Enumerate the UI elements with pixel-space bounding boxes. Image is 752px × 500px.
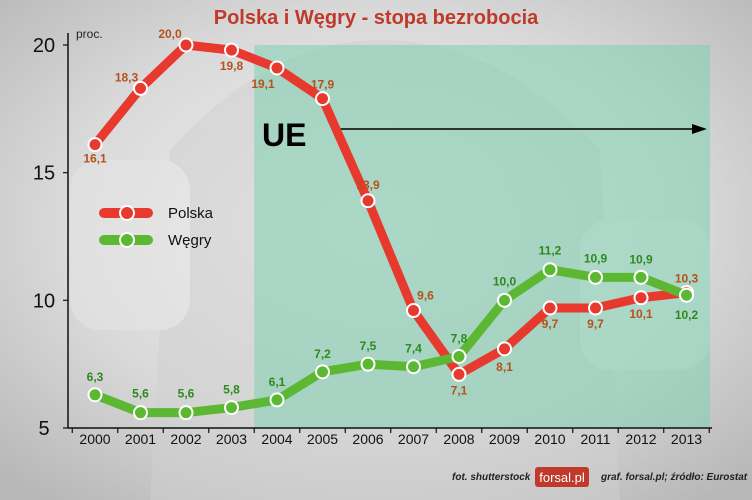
point-wegry bbox=[178, 405, 194, 421]
data-label-polska: 19,1 bbox=[251, 77, 275, 91]
axes: 5 10 15 20 2000 2001 2002 2003 2004 2005 2006 2007 2… bbox=[33, 33, 712, 447]
x-tick-label: 2012 bbox=[625, 431, 656, 447]
data-label-polska: 10,1 bbox=[629, 307, 653, 321]
y-tick-label: 10 bbox=[33, 290, 55, 312]
data-label-wegry: 6,3 bbox=[87, 370, 104, 384]
point-wegry bbox=[315, 364, 330, 380]
chart-title: Polska i Węgry - stopa bezrobocia bbox=[214, 7, 539, 29]
point-polska bbox=[269, 60, 285, 76]
point-polska bbox=[360, 193, 376, 209]
data-label-wegry: 5,6 bbox=[178, 387, 195, 401]
legend-item-wegry: Węgry bbox=[99, 232, 212, 249]
point-polska bbox=[406, 303, 421, 319]
series-layer: 16,1 18,3 20,0 19,8 19,1 17,9 13,9 9,6 7,1 8,1 9,7… bbox=[83, 27, 699, 421]
data-label-wegry: 10,9 bbox=[584, 251, 608, 265]
point-wegry bbox=[542, 262, 558, 278]
eu-annotation-arrow bbox=[338, 124, 707, 134]
data-label-polska: 9,6 bbox=[417, 289, 434, 303]
point-wegry bbox=[133, 405, 148, 421]
point-polska bbox=[178, 37, 194, 53]
point-polska bbox=[542, 300, 558, 316]
data-label-polska: 17,9 bbox=[311, 78, 335, 92]
legend-label-polska: Polska bbox=[168, 205, 214, 222]
point-wegry bbox=[360, 356, 376, 372]
data-label-wegry: 10,0 bbox=[493, 274, 517, 288]
data-label-wegry: 7,8 bbox=[451, 332, 468, 346]
point-wegry bbox=[406, 359, 421, 375]
x-tick-label: 2006 bbox=[352, 431, 383, 447]
data-label-polska: 10,3 bbox=[675, 272, 699, 286]
point-polska bbox=[497, 341, 512, 357]
point-wegry bbox=[633, 269, 649, 285]
x-tick-label: 2003 bbox=[216, 431, 247, 447]
y-axis-unit: proc. bbox=[76, 27, 103, 41]
point-wegry bbox=[679, 287, 694, 303]
y-tick-label: 15 bbox=[33, 163, 55, 185]
data-label-polska: 13,9 bbox=[356, 178, 380, 192]
point-polska bbox=[133, 80, 148, 96]
point-wegry bbox=[588, 269, 603, 285]
data-label-polska: 9,7 bbox=[587, 317, 604, 331]
x-tick-label: 2011 bbox=[580, 431, 610, 447]
x-tick-label: 2005 bbox=[307, 431, 338, 447]
forsal-logo: forsal.pl bbox=[535, 467, 589, 487]
source-credit: graf. forsal.pl; źródło: Eurostat bbox=[600, 472, 748, 483]
data-label-wegry: 10,9 bbox=[629, 252, 653, 266]
point-polska bbox=[315, 91, 330, 107]
data-label-polska: 20,0 bbox=[158, 27, 182, 41]
point-polska bbox=[87, 137, 103, 153]
data-label-polska: 16,1 bbox=[83, 152, 107, 166]
data-label-wegry: 7,4 bbox=[405, 342, 422, 356]
data-label-polska: 18,3 bbox=[115, 70, 139, 84]
x-tick-label: 2009 bbox=[489, 431, 520, 447]
point-polska bbox=[588, 300, 603, 316]
legend: Polska Węgry bbox=[99, 205, 214, 249]
data-label-wegry: 11,2 bbox=[539, 244, 562, 258]
data-label-wegry: 7,2 bbox=[314, 347, 331, 361]
data-label-wegry: 5,6 bbox=[132, 387, 149, 401]
x-tick-label: 2004 bbox=[261, 431, 292, 447]
x-tick-label: 2001 bbox=[125, 431, 156, 447]
data-label-wegry: 5,8 bbox=[223, 383, 240, 397]
point-wegry bbox=[451, 349, 467, 365]
data-label-polska: 8,1 bbox=[496, 360, 513, 374]
data-label-wegry: 7,5 bbox=[360, 339, 377, 353]
point-wegry bbox=[87, 387, 103, 403]
data-label-wegry: 6,1 bbox=[269, 375, 286, 389]
series-line-polska bbox=[90, 40, 691, 379]
x-tick-label: 2008 bbox=[443, 431, 474, 447]
point-wegry bbox=[269, 392, 285, 408]
point-polska bbox=[633, 290, 649, 306]
x-tick-label: 2013 bbox=[671, 431, 702, 447]
x-tick-label: 2002 bbox=[170, 431, 201, 447]
y-tick-label: 20 bbox=[33, 35, 55, 57]
data-label-polska: 9,7 bbox=[542, 317, 559, 331]
photo-credit: fot. shutterstock bbox=[452, 472, 531, 483]
y-tick-label: 5 bbox=[38, 418, 49, 440]
series-line-wegry bbox=[90, 265, 691, 418]
svg-text:forsal.pl: forsal.pl bbox=[539, 470, 585, 485]
x-tick-label: 2007 bbox=[398, 431, 429, 447]
legend-item-polska: Polska bbox=[99, 205, 214, 222]
data-label-wegry: 10,2 bbox=[675, 308, 699, 322]
legend-label-wegry: Węgry bbox=[168, 232, 212, 249]
point-polska bbox=[224, 42, 239, 58]
data-label-polska: 7,1 bbox=[451, 383, 468, 397]
point-polska bbox=[451, 366, 467, 382]
x-tick-label: 2000 bbox=[79, 431, 110, 447]
data-label-polska: 19,8 bbox=[220, 59, 244, 73]
x-tick-label: 2010 bbox=[534, 431, 565, 447]
point-wegry bbox=[497, 292, 512, 308]
point-wegry bbox=[224, 400, 239, 416]
eu-annotation-label: UE bbox=[262, 117, 306, 153]
